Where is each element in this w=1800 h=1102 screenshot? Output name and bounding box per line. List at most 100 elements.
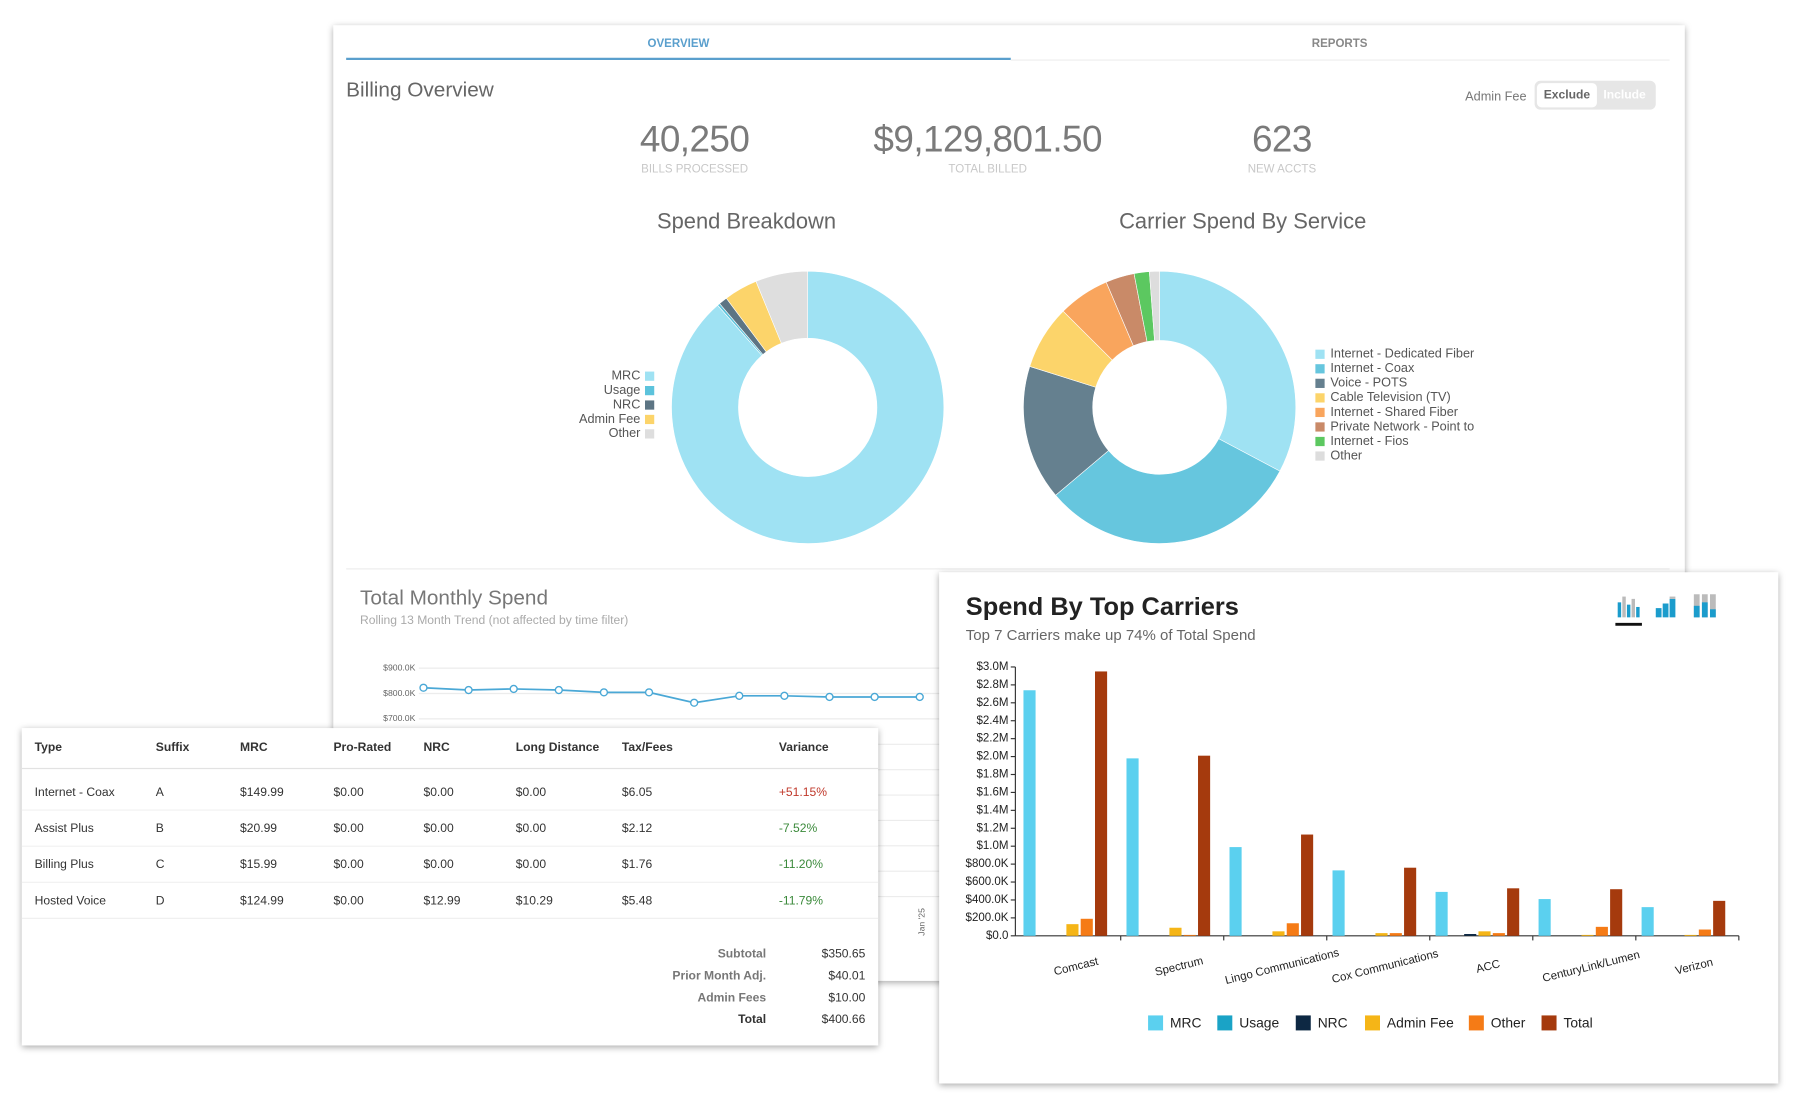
- legend-label: Cable Television (TV): [1330, 390, 1450, 404]
- table-cell: +51.15%: [779, 785, 827, 799]
- data-point: [509, 684, 518, 694]
- table-cell: C: [156, 857, 165, 871]
- tab[interactable]: REPORTS: [1312, 38, 1368, 50]
- table-cell: -11.20%: [779, 857, 823, 871]
- data-point: [599, 688, 609, 697]
- y-tick-label: $1.6M: [976, 786, 1008, 798]
- bar: [1435, 891, 1448, 936]
- table-cell: Internet - Coax: [35, 785, 115, 799]
- column-header: MRC: [240, 740, 268, 754]
- table-cell: $5.48: [622, 893, 653, 907]
- legend-label: Internet - Dedicated Fiber: [1330, 347, 1475, 361]
- table-cell: $0.00: [333, 785, 364, 799]
- bar: [1492, 933, 1505, 936]
- table-cell: -7.52%: [779, 821, 818, 835]
- toggle-option[interactable]: Exclude: [1544, 87, 1591, 101]
- icon-percent[interactable]: [1693, 594, 1716, 618]
- bar: [1301, 834, 1314, 936]
- table-cell: $0.00: [423, 857, 454, 871]
- total-label: Prior Month Adj.: [672, 968, 766, 982]
- legend-swatch: [1148, 1015, 1164, 1031]
- y-tick-label: $1.0M: [976, 840, 1008, 852]
- legend-swatch: [645, 400, 655, 410]
- table-cell: A: [156, 785, 165, 799]
- icon-stacked[interactable]: [1655, 596, 1676, 618]
- table-cell: Hosted Voice: [35, 893, 107, 907]
- table-cell: $20.99: [240, 821, 277, 835]
- table-cell: $2.12: [622, 821, 653, 835]
- table-cell: $0.00: [333, 893, 364, 907]
- y-tick-label: $2.6M: [976, 697, 1008, 709]
- y-tick-label: $0.0: [986, 930, 1008, 942]
- y-tick-label: $3.0M: [976, 661, 1008, 673]
- bar: [1581, 934, 1594, 936]
- legend-swatch: [1541, 1015, 1557, 1031]
- chart-type-icons: [1615, 594, 1716, 626]
- panel-bg: [21, 728, 879, 1046]
- data-point: [554, 685, 563, 695]
- kpi-label: TOTAL BILLED: [948, 164, 1027, 176]
- bar: [1375, 933, 1388, 936]
- bar: [1389, 933, 1402, 936]
- bar: [1229, 847, 1242, 936]
- legend-label: NRC: [613, 397, 640, 411]
- legend-label: MRC: [1170, 1015, 1202, 1031]
- table-cell: $0.00: [516, 857, 547, 871]
- legend-swatch: [1315, 422, 1325, 432]
- toggle-option[interactable]: Include: [1603, 87, 1646, 101]
- legend-label: Internet - Fios: [1330, 434, 1408, 448]
- y-tick-label: $800.0K: [383, 688, 415, 698]
- x-tick-label: Jan '25: [916, 908, 926, 936]
- icon-grouped[interactable]: [1617, 596, 1640, 618]
- total-label: Admin Fees: [698, 990, 767, 1004]
- data-point: [419, 683, 428, 692]
- data-point: [870, 692, 879, 702]
- legend-label: Usage: [1239, 1015, 1279, 1031]
- y-tick-label: $2.4M: [976, 715, 1008, 727]
- table-cell: B: [156, 821, 164, 835]
- legend-swatch: [1468, 1015, 1484, 1031]
- legend-swatch: [1315, 393, 1325, 403]
- y-tick-label: $900.0K: [383, 662, 415, 672]
- legend-swatch: [1295, 1015, 1311, 1031]
- legend-swatch: [645, 429, 655, 439]
- y-tick-label: $1.8M: [976, 769, 1008, 781]
- legend-label: Voice - POTS: [1330, 376, 1407, 390]
- toggle-active[interactable]: [1536, 83, 1597, 108]
- data-point: [464, 685, 473, 695]
- legend-swatch: [645, 371, 655, 381]
- tab[interactable]: OVERVIEW: [648, 38, 710, 50]
- column-header: NRC: [423, 740, 449, 754]
- legend-label: Internet - Coax: [1330, 361, 1415, 375]
- legend-label: Private Network - Point to: [1330, 419, 1474, 433]
- y-tick-label: $400.0K: [966, 894, 1009, 906]
- total-label: Subtotal: [718, 946, 766, 960]
- legend-swatch: [1365, 1015, 1380, 1031]
- data-point: [689, 698, 699, 707]
- kpi-value: 40,250: [640, 119, 749, 160]
- table-cell: $1.76: [622, 857, 653, 871]
- y-tick-label: $2.2M: [976, 733, 1008, 745]
- total-value: $10.00: [828, 990, 865, 1004]
- legend-label: Other: [1330, 448, 1363, 462]
- donut-slice: [1159, 270, 1297, 472]
- legend-swatch: [1315, 349, 1325, 359]
- data-point: [644, 688, 654, 697]
- legend-swatch: [1315, 407, 1325, 418]
- bar: [1507, 888, 1520, 936]
- bar: [1272, 931, 1285, 936]
- bar: [1169, 927, 1182, 936]
- table-cell: $10.29: [516, 893, 553, 907]
- table-cell: $0.00: [516, 785, 547, 799]
- page-title: Billing Overview: [346, 79, 495, 102]
- bar: [1066, 924, 1079, 936]
- legend-label: Total: [1563, 1015, 1592, 1031]
- x-tick-label: ACC: [1475, 958, 1502, 976]
- bar: [1610, 889, 1623, 936]
- legend-swatch: [1217, 1015, 1233, 1031]
- legend-swatch: [1315, 436, 1325, 447]
- donut-slice: [1055, 438, 1281, 544]
- column-header: Variance: [779, 740, 829, 754]
- legend-swatch: [1315, 364, 1325, 374]
